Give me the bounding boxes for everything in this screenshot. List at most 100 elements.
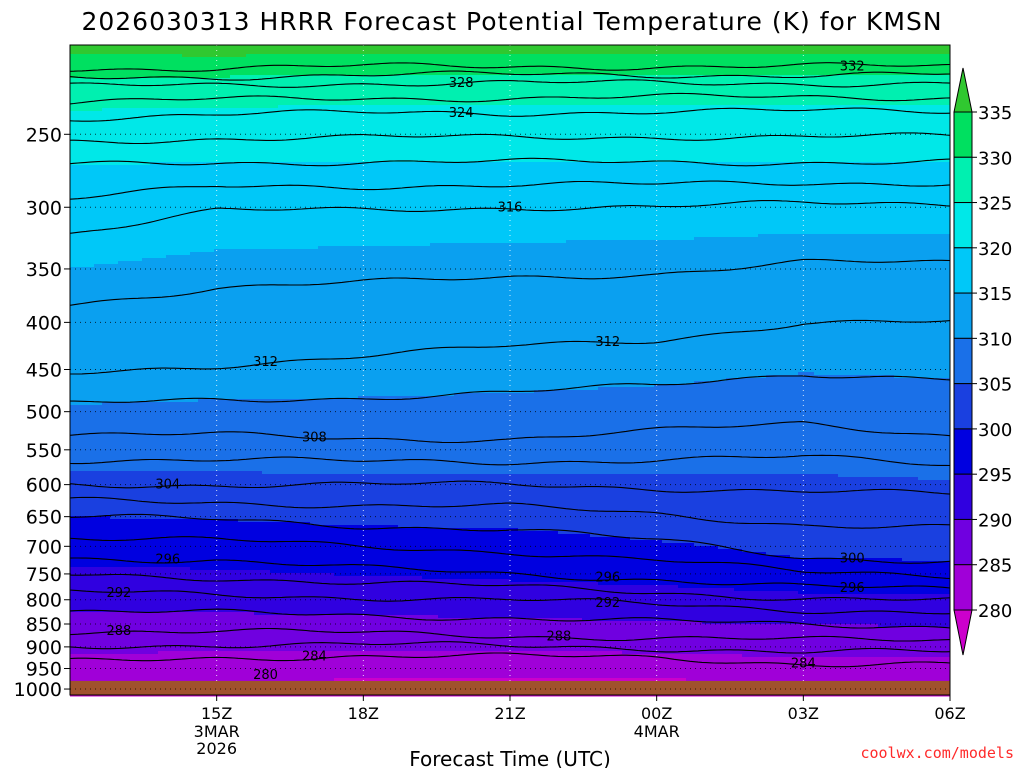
plot-area: 332 328 324 316 312 312 308 304 300 296 296 296 292 2…	[69, 44, 951, 697]
colorbar-bin	[953, 156, 973, 204]
y-tick-label: 250	[26, 124, 62, 146]
colorbar-bin	[953, 111, 973, 158]
contour-label: 328	[449, 76, 474, 91]
isentrope-332	[69, 62, 951, 72]
contour-label-text: 292	[595, 596, 620, 611]
isentrope-330	[69, 70, 951, 81]
y-tick-label: 600	[26, 475, 62, 497]
contour-label: 324	[449, 106, 474, 121]
grid-lines	[70, 45, 951, 690]
colorbar: 280 285 290 295 300 305 310 315 320 325 330 335	[953, 67, 1012, 656]
y-tick-label: 300	[26, 197, 62, 219]
x-tick-label: 21Z	[494, 704, 525, 723]
contour-label: 312	[595, 335, 620, 350]
x-tick-label: 03Z	[788, 704, 819, 723]
isentrope-318	[69, 180, 951, 200]
colorbar-bin	[953, 247, 973, 294]
isentrope-296	[69, 557, 951, 589]
colorbar-label: 315	[978, 284, 1012, 305]
colorbar-bin	[953, 564, 973, 611]
contour-label: 284	[791, 656, 816, 671]
contour-labels: 332 328 324 316 312 312 308 304 300 296 296 296 292 2…	[106, 59, 864, 683]
isentrope-284	[69, 652, 951, 668]
contour-label: 292	[106, 586, 131, 601]
contour-label-text: 284	[791, 656, 816, 671]
site-link[interactable]: coolwx.com/models	[860, 744, 1014, 762]
colorbar-min-arrow	[953, 609, 973, 656]
isentrope-contours	[69, 62, 951, 668]
y-tick-label: 1000	[14, 679, 62, 701]
colorbar-label: 290	[978, 510, 1012, 531]
x-tick-sublabel: 4MAR	[634, 722, 680, 741]
isentrope-302	[69, 496, 951, 529]
colorbar-label: 320	[978, 239, 1012, 260]
x-tick-label: 06Z	[934, 704, 965, 723]
contour-label: 304	[155, 478, 180, 493]
contour-label: 296	[595, 570, 620, 585]
colorbar-bin	[953, 337, 973, 385]
contour-label-text: 332	[840, 59, 865, 74]
colorbar-bin	[953, 473, 973, 520]
contour-label: 296	[840, 581, 865, 596]
ground-mask	[70, 680, 950, 695]
contour-label-text: 312	[595, 335, 620, 350]
isentrope-322	[70, 132, 951, 145]
isentrope-314	[69, 258, 951, 306]
isentrope-300	[69, 513, 951, 564]
contour-label: 284	[302, 649, 327, 664]
isentrope-310	[70, 375, 951, 403]
y-tick-label: 800	[26, 590, 62, 612]
isentrope-298	[69, 536, 951, 580]
colorbar-label: 285	[978, 556, 1012, 577]
x-axis-label: Forecast Time (UTC)	[409, 747, 611, 768]
isentrope-308	[69, 421, 951, 444]
contour-label-text: 280	[253, 668, 278, 683]
isentrope-306	[69, 454, 951, 467]
isentrope-286	[69, 641, 951, 654]
colorbar-label: 325	[978, 194, 1012, 215]
contour-label: 332	[840, 59, 865, 74]
x-tick-label: 00Z	[641, 704, 672, 723]
contour-label-text: 312	[253, 355, 278, 370]
contour-label: 288	[106, 624, 131, 639]
isentrope-294	[69, 573, 951, 601]
colorbar-bin	[953, 518, 973, 566]
ground-fill	[70, 680, 950, 695]
y-tick-label: 500	[26, 402, 62, 424]
x-tick-label: 18Z	[348, 704, 379, 723]
contour-label: 296	[155, 552, 180, 567]
y-tick-label: 950	[26, 659, 62, 681]
contour-label-text: 324	[449, 106, 474, 121]
x-tick-label: 15Z	[201, 704, 232, 723]
contour-label-text: 296	[155, 552, 180, 567]
y-tick-label: 900	[26, 637, 62, 659]
colorbar-label: 305	[978, 375, 1012, 396]
isentrope-304	[69, 480, 951, 495]
y-tick-label: 400	[26, 312, 62, 334]
y-tick-label: 550	[26, 440, 62, 462]
contour-label-text: 288	[106, 624, 131, 639]
colorbar-label: 310	[978, 329, 1012, 350]
colorbar-label: 295	[978, 465, 1012, 486]
colorbar-label: 335	[978, 103, 1012, 124]
isentrope-290	[69, 608, 951, 629]
isentrope-312	[70, 319, 951, 375]
contour-label-text: 300	[840, 552, 865, 567]
x-tick-sublabel: 2026	[196, 739, 237, 758]
y-tick-label: 650	[26, 507, 62, 529]
y-tick-label: 850	[26, 614, 62, 636]
isentrope-316	[69, 200, 951, 234]
y-tick-label: 750	[26, 564, 62, 586]
contour-label-text: 296	[840, 581, 865, 596]
isentrope-320	[69, 157, 951, 167]
x-tick-sublabel: 3MAR	[194, 722, 240, 741]
contour-label-text: 284	[302, 649, 327, 664]
contour-label: 280	[253, 668, 278, 683]
y-tick-label: 700	[26, 536, 62, 558]
contour-label: 316	[498, 200, 523, 215]
colorbar-label: 280	[978, 601, 1012, 622]
contour-label-text: 316	[498, 200, 523, 215]
colorbar-bin	[953, 428, 973, 475]
